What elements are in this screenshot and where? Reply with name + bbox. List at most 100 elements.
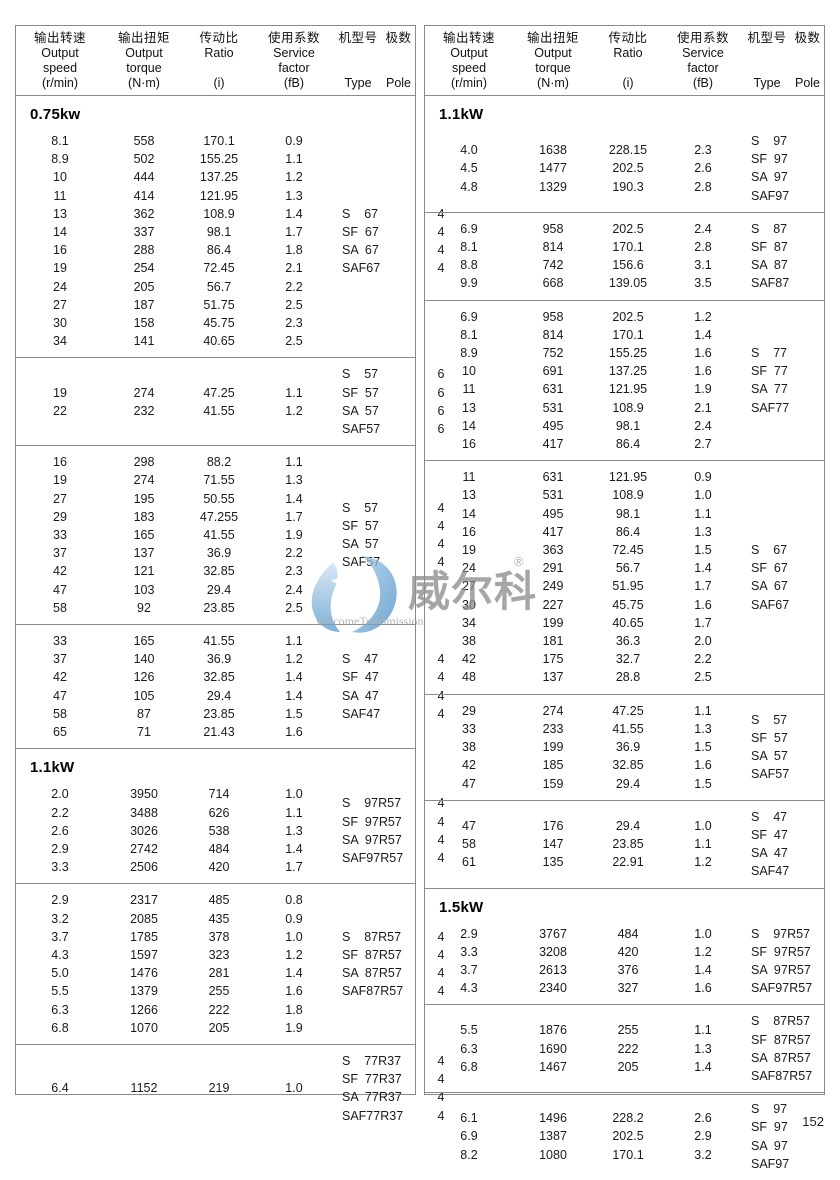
pole-value: 4 bbox=[437, 1090, 445, 1105]
type-value: SA 87 bbox=[751, 258, 788, 273]
output-torque-column: 3950 3488 3026 2742 2506 bbox=[104, 785, 184, 876]
cell-value: 33 bbox=[462, 721, 476, 736]
output-speed-column: 6.4 bbox=[16, 1079, 104, 1097]
pole-value: 4 bbox=[437, 706, 445, 721]
cell-value: 199 bbox=[542, 740, 564, 755]
output-speed-column: 4.0 4.5 4.8 bbox=[425, 141, 513, 196]
cell-value: 1.4 bbox=[285, 491, 303, 506]
cell-value: 626 bbox=[208, 805, 230, 820]
type-value: S 87R57 bbox=[342, 929, 402, 944]
pole-value: 4 bbox=[437, 243, 445, 258]
cell-value: 3488 bbox=[130, 805, 158, 820]
numeric-columns: 2.0 2.2 2.6 2.9 3.3 3950 3488 3026 2742 2506 714 62… bbox=[16, 785, 334, 876]
cell-value: 1152 bbox=[130, 1081, 158, 1096]
type-value: S 67 bbox=[751, 543, 788, 558]
section-row-group: 6.9 8.1 8.9 10 11 13 14 16 958 814 752 691 631 531 495… bbox=[425, 308, 824, 454]
type-value: S 57 bbox=[342, 367, 379, 382]
table-body: 0.75kw 8.1 8.9 10 11 13 14 16 19 24 27 30 34 558 502 44… bbox=[16, 96, 444, 1132]
numeric-columns: 6.4 1152 219 1.0 bbox=[16, 1079, 334, 1097]
type-value: S 47 bbox=[342, 652, 379, 667]
cell-value: 8.9 bbox=[460, 346, 478, 361]
cell-value: 51.95 bbox=[612, 579, 644, 594]
output-torque-column: 1638 1477 1329 bbox=[513, 141, 593, 196]
pole-value: 4 bbox=[828, 711, 840, 729]
cell-value: 255 bbox=[208, 984, 230, 999]
cell-value: 32.7 bbox=[615, 652, 641, 667]
type-value: SF 47 bbox=[751, 827, 788, 842]
cell-value: 495 bbox=[542, 418, 564, 433]
column-header-en-2: factor bbox=[278, 61, 310, 75]
cell-value: 2.7 bbox=[694, 437, 712, 452]
service-factor-column: 2.6 2.9 3.2 bbox=[663, 1109, 743, 1164]
cell-value: 165 bbox=[133, 634, 155, 649]
cell-value: 1080 bbox=[539, 1147, 567, 1162]
service-factor-column: 2.4 2.8 3.1 3.5 bbox=[663, 220, 743, 293]
cell-value: 714 bbox=[208, 787, 230, 802]
spec-section: 16 19 27 29 33 37 42 47 58 298 274 195 183 165 137 121 1… bbox=[16, 446, 444, 626]
cell-value: 958 bbox=[542, 221, 564, 236]
pole-value: 4 bbox=[828, 826, 840, 844]
pole-value: 6 bbox=[828, 132, 840, 150]
cell-value: 5.0 bbox=[51, 966, 69, 981]
type-value: SF 97R57 bbox=[751, 944, 811, 959]
column-header-unit: (i) bbox=[622, 76, 634, 90]
output-speed-column: 5.5 6.3 6.8 bbox=[425, 1021, 513, 1076]
cell-value: 58 bbox=[462, 837, 476, 851]
cell-value: 56.7 bbox=[206, 279, 232, 294]
cell-value: 378 bbox=[208, 929, 230, 944]
cell-value: 2.9 bbox=[51, 841, 69, 856]
output-speed-column: 16 19 27 29 33 37 42 47 58 bbox=[16, 453, 104, 617]
cell-value: 232 bbox=[133, 403, 155, 418]
pole-value: 4 bbox=[828, 274, 840, 292]
pole-value: 4 bbox=[828, 1049, 840, 1067]
type-value: SF 97R57 bbox=[342, 814, 402, 829]
column-header-4: 使用系数 Service factor (fB) bbox=[663, 31, 743, 91]
cell-value: 2.3 bbox=[285, 316, 303, 331]
type-value: S 97 bbox=[751, 134, 788, 148]
power-rating-title: 1.1kW bbox=[30, 759, 75, 777]
cell-value: 98.1 bbox=[615, 506, 641, 521]
cell-value: 1.1 bbox=[694, 837, 712, 851]
pole-value: 4 bbox=[437, 947, 445, 962]
cell-value: 47 bbox=[462, 818, 476, 833]
cell-value: 484 bbox=[617, 926, 639, 941]
cell-value: 2.3 bbox=[285, 564, 303, 579]
cell-value: 1.5 bbox=[285, 706, 303, 721]
cell-value: 1.4 bbox=[285, 670, 303, 685]
cell-value: 233 bbox=[542, 721, 564, 736]
cell-value: 27 bbox=[53, 297, 67, 312]
cell-value: 435 bbox=[208, 911, 230, 926]
cell-value: 29.4 bbox=[206, 582, 232, 597]
cell-value: 1.4 bbox=[285, 841, 303, 856]
column-header-unit: Type bbox=[344, 76, 372, 90]
cell-value: 199 bbox=[542, 615, 564, 630]
cell-value: 1.3 bbox=[285, 823, 303, 838]
cell-value: 13 bbox=[462, 400, 476, 415]
service-factor-column: 1.1 1.3 1.4 1.7 1.9 2.2 2.3 2.4 2.5 bbox=[254, 453, 334, 617]
cell-value: 6.3 bbox=[460, 1041, 478, 1056]
cell-value: 21.43 bbox=[203, 725, 235, 740]
pole-value: 4 bbox=[437, 261, 445, 276]
service-factor-column: 1.1 1.3 1.5 1.6 1.5 bbox=[663, 702, 743, 793]
cell-value: 23.85 bbox=[612, 837, 644, 851]
pole-value: 4 bbox=[828, 1012, 840, 1030]
cell-value: 1.2 bbox=[694, 309, 712, 324]
cell-value: 202.5 bbox=[612, 221, 644, 236]
pole-value: 4 bbox=[828, 220, 840, 238]
type-column: S 97R57 SF 97R57 SA 97R57 SAF97R57 bbox=[743, 925, 828, 998]
spec-section: 6.9 8.1 8.8 9.9 958 814 742 668 202.5 170.1 156.6 1… bbox=[425, 213, 824, 301]
numeric-columns: 29 33 38 42 47 274 233 199 185 159 47.25 41.55 36.9 3… bbox=[425, 702, 743, 793]
column-header-en-2: torque bbox=[126, 61, 162, 75]
numeric-columns: 4.0 4.5 4.8 1638 1477 1329 228.15 202.5 190.3 2.3… bbox=[425, 141, 743, 196]
cell-value: 6.1 bbox=[460, 1111, 478, 1126]
cell-value: 1690 bbox=[539, 1041, 567, 1056]
